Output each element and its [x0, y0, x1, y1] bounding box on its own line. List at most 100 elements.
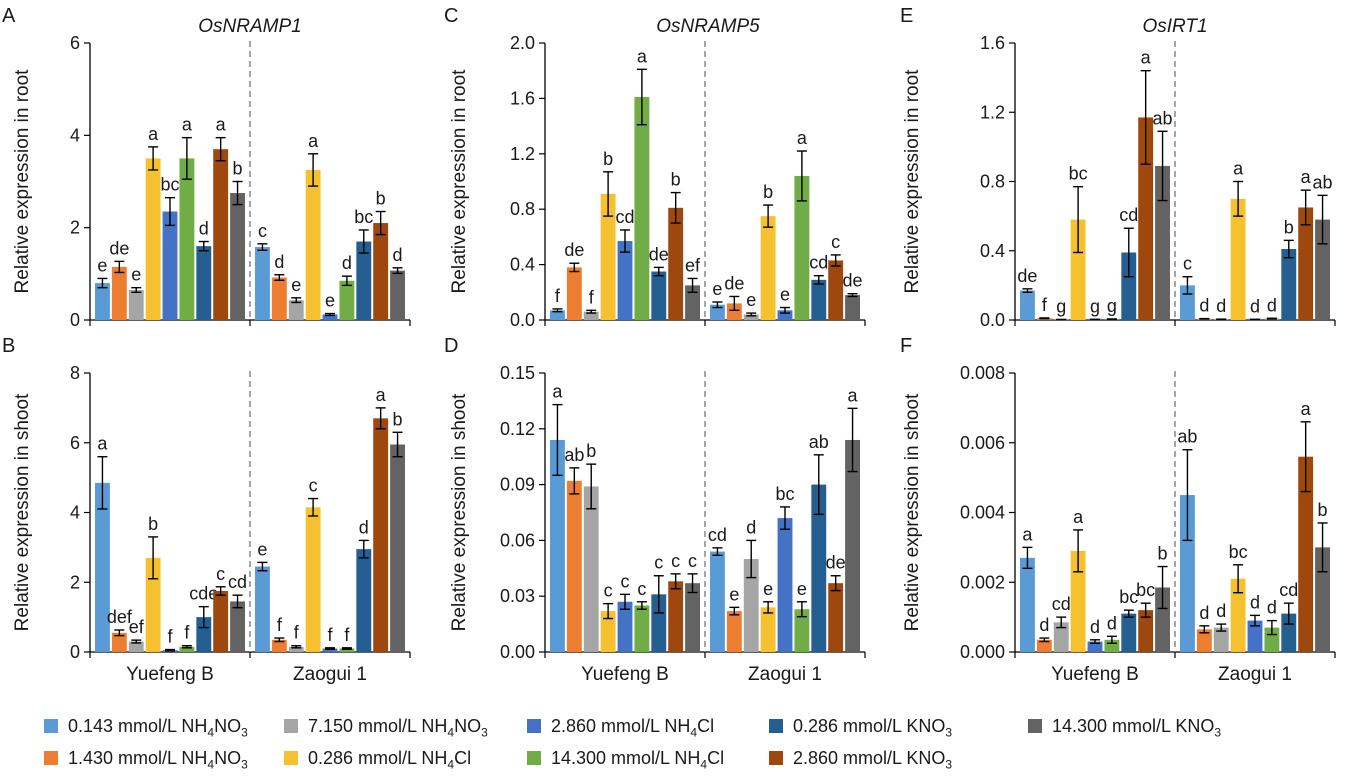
panel-a: A OsNRAMP1 Relative expression in root 0 2 4 6…: [2, 5, 411, 330]
x-category-label: Yuefeng B: [581, 664, 669, 685]
bar: [811, 484, 827, 652]
bar: [162, 211, 178, 320]
bar: [685, 583, 700, 652]
legend-swatch: [527, 719, 541, 733]
y-tick-label: 0.0: [980, 310, 1005, 330]
significance-letter: a: [182, 115, 193, 135]
bar: [1155, 165, 1170, 320]
x-category-label: Yuefeng B: [126, 664, 214, 685]
y-tick-label: 0.8: [510, 199, 535, 219]
y-tick-label: 0.000: [960, 642, 1005, 662]
bar: [196, 246, 212, 320]
y-tick-label: 0.12: [500, 419, 535, 439]
significance-letter: d: [393, 245, 403, 265]
y-tick-label: 8: [70, 363, 80, 383]
bar: [196, 617, 212, 652]
bar: [1298, 456, 1314, 652]
bar: [617, 241, 633, 320]
y-tick-label: 0.03: [500, 586, 535, 606]
legend-label: 14.300 mmol/L NH4Cl: [551, 748, 725, 772]
bar: [339, 648, 355, 652]
significance-letter: g: [1090, 296, 1100, 316]
y-tick-label: 2.0: [510, 33, 535, 53]
significance-letter: g: [1107, 296, 1117, 316]
significance-letter: d: [1267, 598, 1277, 618]
significance-letter: b: [671, 170, 681, 190]
significance-letter: bc: [1069, 164, 1088, 184]
panel-label: E: [900, 5, 913, 27]
bar: [1155, 587, 1170, 652]
significance-letter: de: [843, 271, 863, 291]
bar: [710, 304, 725, 320]
x-category-label: Yuefeng B: [1051, 664, 1139, 685]
significance-letter: f: [555, 286, 561, 306]
significance-letter: e: [712, 279, 722, 299]
significance-letter: b: [586, 441, 596, 461]
legend-swatch: [44, 751, 58, 765]
significance-letter: a: [1073, 507, 1084, 527]
bar: [685, 285, 700, 320]
legend-label: 2.860 mmol/L KNO3: [793, 748, 953, 772]
y-tick-label: 0: [70, 642, 80, 662]
y-tick-label: 0.00: [500, 642, 535, 662]
significance-letter: e: [97, 255, 107, 275]
significance-letter: a: [376, 385, 387, 405]
significance-letter: a: [1301, 167, 1312, 187]
legend-swatch: [769, 719, 783, 733]
bar: [1138, 117, 1154, 320]
bar: [760, 607, 776, 652]
panel-label: A: [2, 5, 16, 27]
bar: [1230, 578, 1246, 652]
y-tick-label: 1.6: [980, 33, 1005, 53]
bar: [1180, 495, 1195, 652]
bar: [95, 283, 110, 320]
significance-letter: a: [1301, 399, 1312, 419]
bar: [271, 639, 287, 652]
y-axis-label: Relative expression in root: [12, 69, 33, 294]
significance-letter: bc: [354, 207, 373, 227]
significance-letter: b: [1158, 544, 1168, 564]
bar: [288, 646, 304, 652]
y-tick-label: 6: [70, 433, 80, 453]
significance-letter: cd: [1119, 205, 1138, 225]
bar: [356, 241, 372, 320]
bar: [255, 566, 270, 652]
significance-letter: a: [552, 382, 563, 402]
y-axis-label: Relative expression in shoot: [12, 393, 33, 631]
bar: [828, 260, 844, 320]
bar: [1138, 610, 1154, 652]
bar: [600, 611, 616, 652]
significance-letter: ab: [564, 445, 584, 465]
significance-letter: bc: [775, 484, 794, 504]
bar: [230, 601, 245, 652]
bar: [1315, 547, 1330, 652]
significance-letter: b: [376, 189, 386, 209]
significance-letter: f: [1042, 295, 1048, 315]
y-axis-label: Relative expression in shoot: [449, 393, 470, 631]
panel-d: D Relative expression in shoot 0.00 0.03 0.0…: [444, 335, 866, 685]
significance-letter: d: [1250, 296, 1260, 316]
legend-label: 7.150 mmol/L NH4NO3: [308, 716, 488, 740]
bar: [288, 300, 304, 320]
bar: [322, 648, 338, 652]
y-axis-label: Relative expression in root: [449, 69, 470, 294]
bar: [145, 557, 161, 652]
significance-letter: f: [344, 625, 350, 645]
significance-letter: ab: [1153, 108, 1173, 128]
significance-letter: d: [1107, 613, 1117, 633]
significance-letter: f: [277, 615, 283, 635]
bar: [566, 267, 582, 320]
significance-letter: b: [603, 149, 613, 169]
significance-letter: f: [184, 623, 190, 643]
significance-letter: c: [671, 551, 680, 571]
y-tick-label: 0.002: [960, 572, 1005, 592]
bar: [777, 310, 793, 320]
significance-letter: a: [797, 128, 808, 148]
panel-label: B: [2, 335, 15, 357]
bar: [1196, 629, 1212, 652]
bar: [550, 439, 565, 652]
bar: [356, 549, 372, 652]
legend-label: 14.300 mmol/L KNO3: [1052, 716, 1222, 740]
significance-letter: de: [826, 553, 846, 573]
bar: [339, 280, 355, 320]
